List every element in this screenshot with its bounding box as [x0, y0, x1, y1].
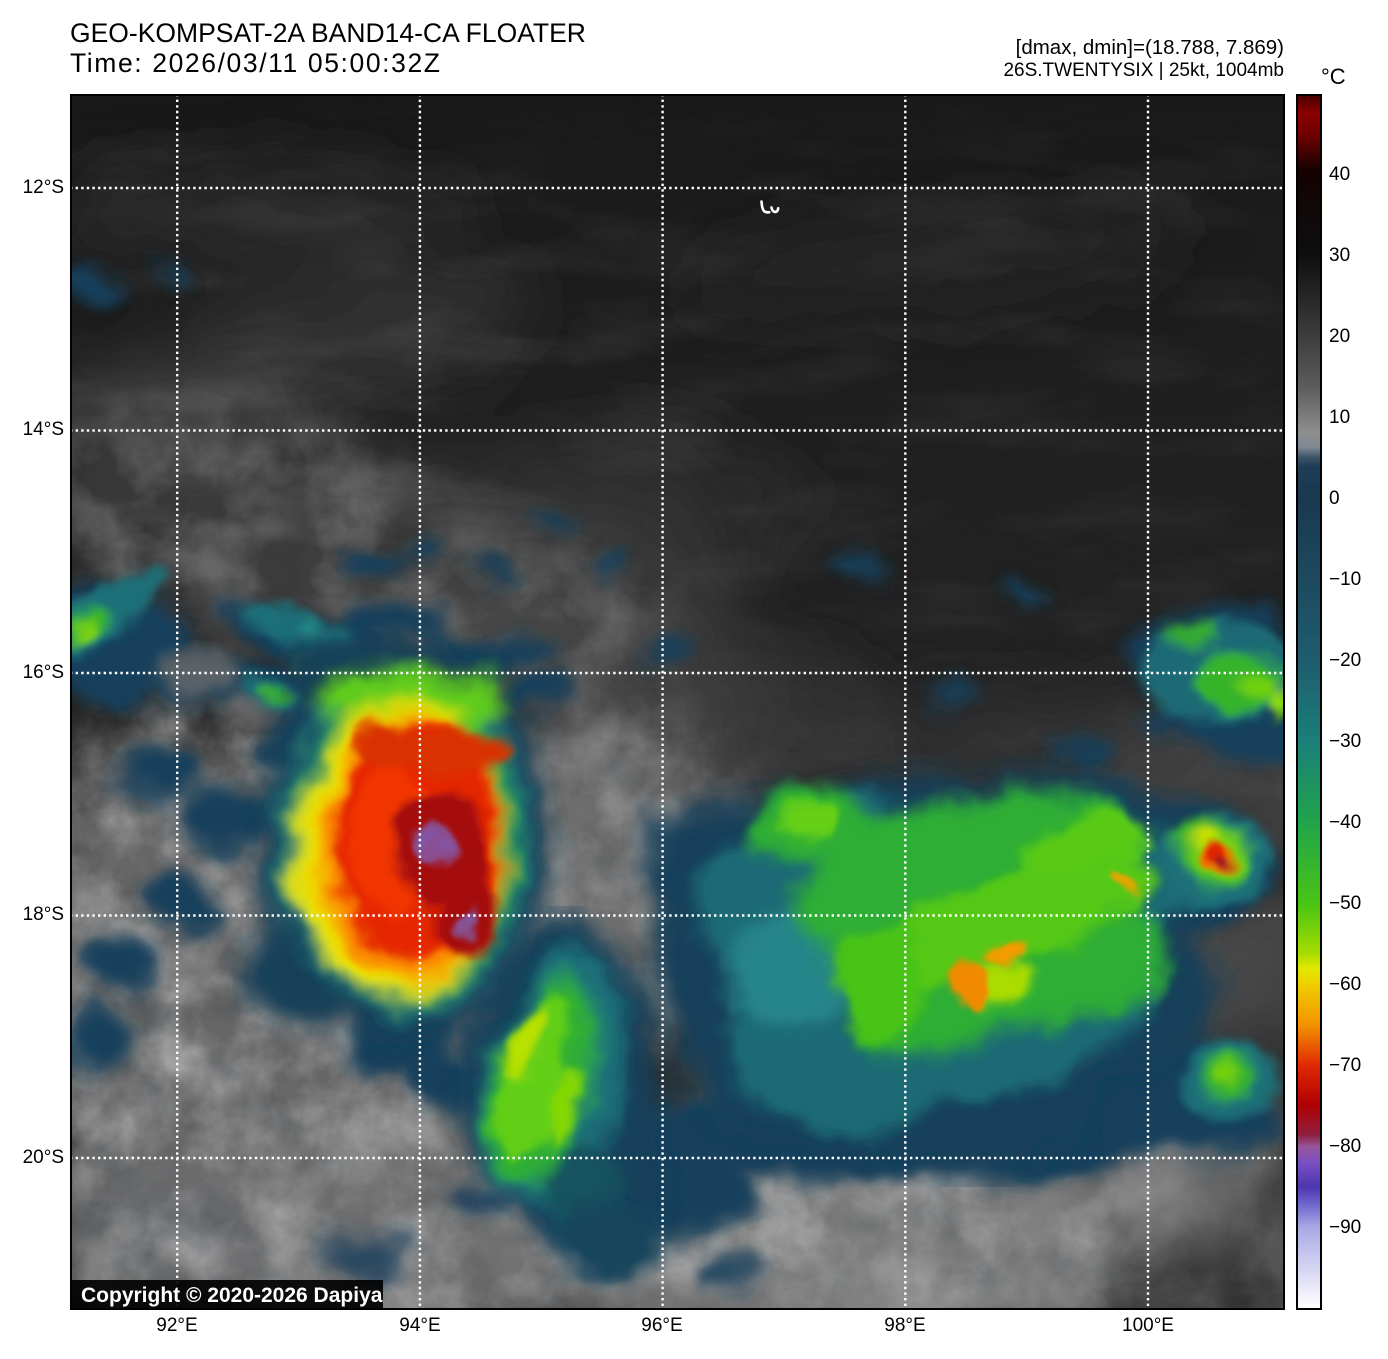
- svg-text:Copyright © 2020-2026 Dapiya: Copyright © 2020-2026 Dapiya: [81, 1284, 383, 1307]
